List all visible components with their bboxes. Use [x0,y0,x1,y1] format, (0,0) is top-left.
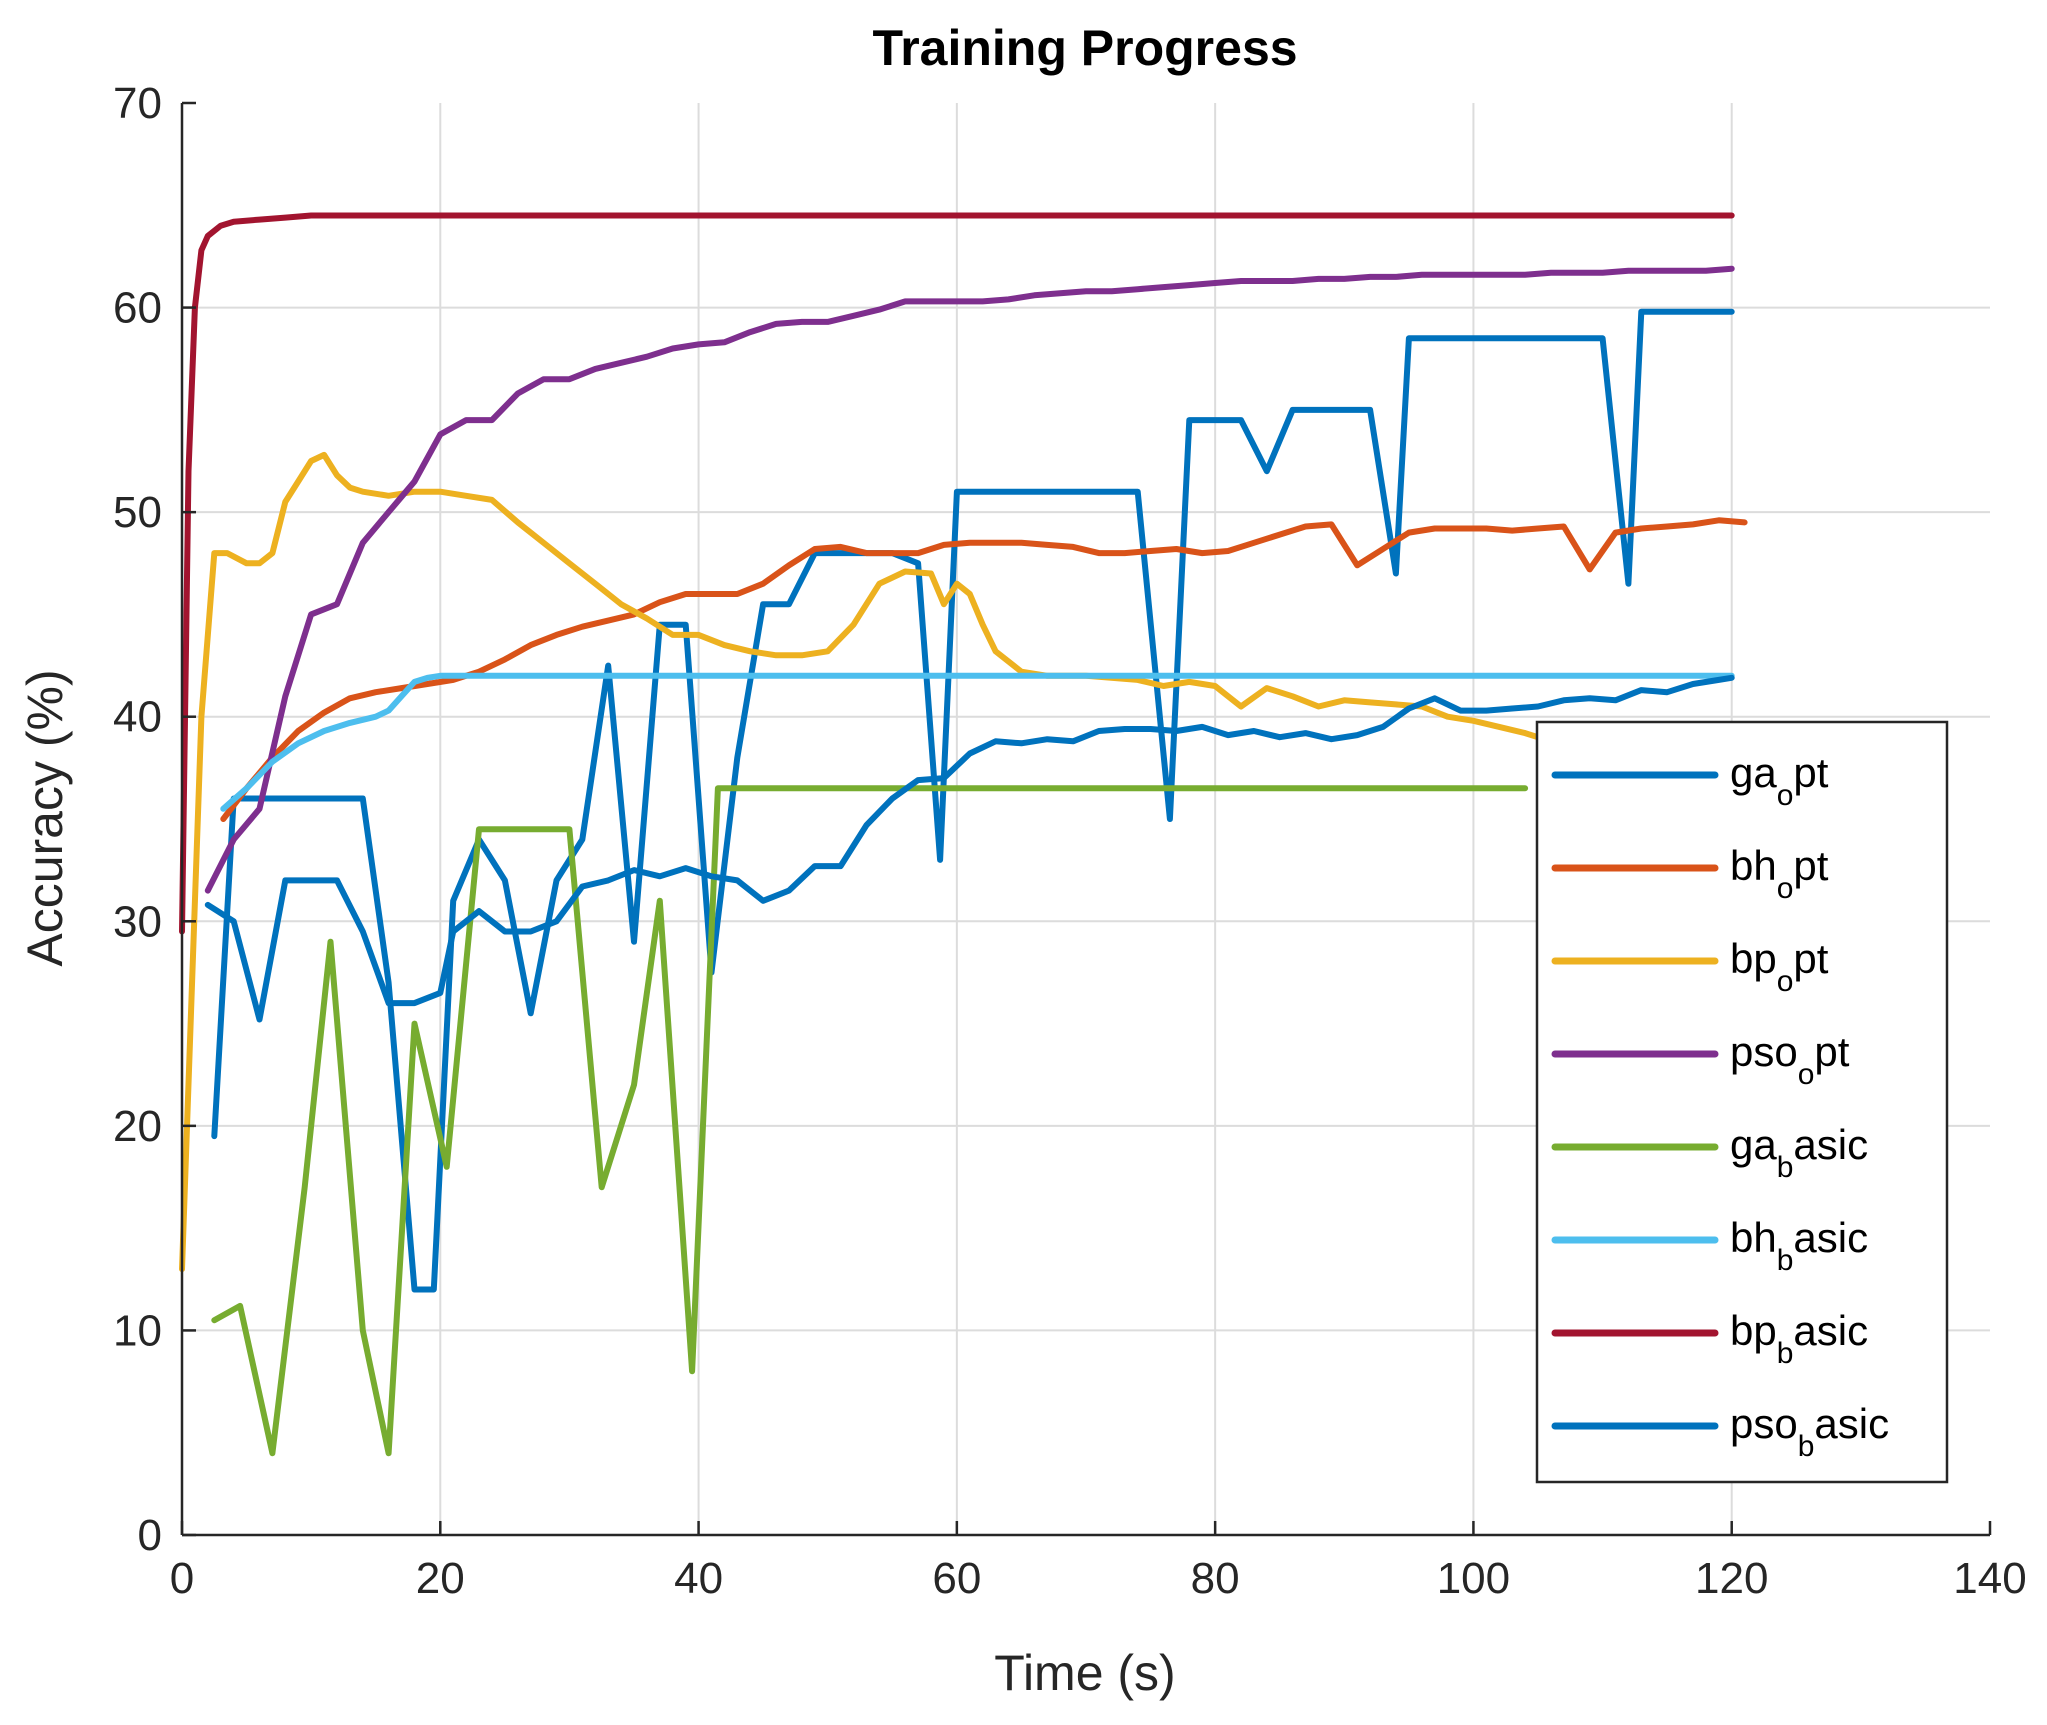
x-tick-label: 120 [1695,1554,1768,1603]
legend-label: bhbasic [1730,1214,1868,1277]
legend-label: bpopt [1730,935,1829,998]
y-tick-label: 70 [113,79,162,128]
legend-label: psoopt [1730,1028,1850,1091]
chart-title: Training Progress [872,20,1297,76]
legend-item-ga-basic: gabasic [1551,1121,1868,1184]
x-tick-label: 80 [1191,1554,1240,1603]
x-tick-label: 140 [1953,1554,2026,1603]
x-tick-label: 20 [416,1554,465,1603]
series-lines [179,212,1748,1457]
legend-item-bp-opt: bpopt [1551,935,1829,998]
legend-label: bpbasic [1730,1307,1868,1370]
axes [180,101,1992,1537]
tick-labels: 0 20 40 60 80 100 120 140 0 10 20 30 40 50 60 70 [113,79,2027,1603]
series-line-pso-opt [204,265,1735,894]
legend-label: gaopt [1730,749,1829,812]
series-line-ga-basic [211,785,1529,1457]
x-tick-label: 40 [674,1554,723,1603]
legend-label: psobasic [1730,1400,1889,1463]
x-tick-label: 60 [932,1554,981,1603]
legend-item-bh-opt: bhopt [1551,842,1829,905]
legend-item-bh-basic: bhbasic [1551,1214,1868,1277]
legend-item-bp-basic: bpbasic [1551,1307,1868,1370]
y-tick-label: 60 [113,284,162,333]
y-tick-label: 20 [113,1102,162,1151]
legend-label: bhopt [1730,842,1829,905]
x-tick-label: 100 [1437,1554,1510,1603]
series-line-bh-basic [220,672,1735,812]
series-line-pso-basic [204,674,1735,1023]
series-line-ga-opt [211,308,1735,1293]
series-line-bp-opt [179,451,1554,1273]
x-tick-label: 0 [170,1554,194,1603]
legend-items: gaopt bhopt bpopt psoopt gabasic bhbasic bpbas… [1551,749,1889,1463]
y-tick-label: 0 [138,1511,162,1560]
legend: gaopt bhopt bpopt psoopt gabasic bhbasic bpbas… [1535,720,1949,1484]
y-tick-label: 40 [113,693,162,742]
x-axis-label: Time (s) [994,1645,1175,1701]
y-tick-label: 50 [113,488,162,537]
series-line-bp-basic [179,212,1735,935]
y-tick-label: 10 [113,1306,162,1355]
legend-item-pso-opt: psoopt [1551,1028,1850,1091]
legend-item-pso-basic: psobasic [1551,1400,1889,1463]
legend-box [1535,720,1949,1484]
y-tick-label: 30 [113,897,162,946]
legend-item-ga-opt: gaopt [1551,749,1829,812]
y-axis-label: Accuracy (%) [17,669,73,966]
legend-label: gabasic [1730,1121,1868,1184]
